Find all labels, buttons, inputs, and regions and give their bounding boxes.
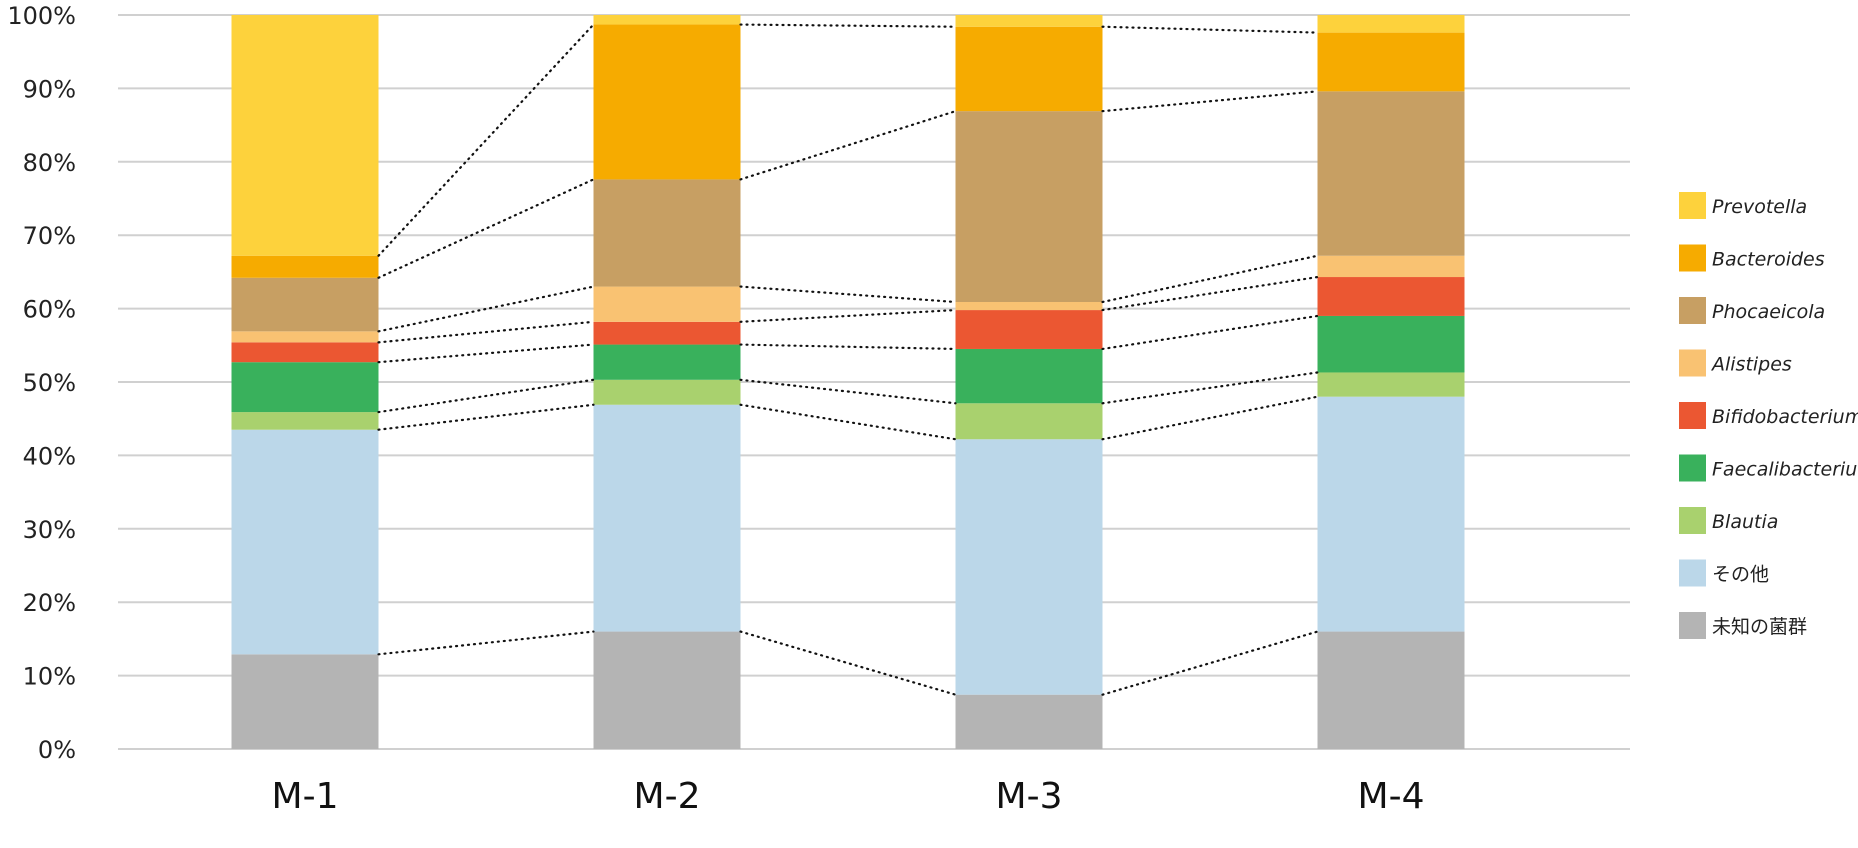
bar-segment [955,301,1103,311]
legend-label: Alistipes [1710,354,1792,376]
bar-segment [1317,32,1465,92]
bar-segment [955,26,1103,112]
y-tick-label: 60% [23,296,76,324]
x-tick-label: M-2 [634,776,701,817]
connector-line [739,110,957,181]
connector-line [739,378,957,405]
legend-label: Bifidobacterium [1712,406,1858,428]
bar-segment [593,321,741,345]
bar-segment [231,362,379,413]
bar-segment [955,310,1103,349]
bar-segment [1317,91,1465,256]
bar-segment [593,631,741,749]
connector-line [739,23,957,28]
bar-segment [231,342,379,363]
legend-swatch [1679,559,1706,587]
bar-segment [231,277,379,332]
y-tick-label: 90% [23,75,76,103]
bar-segment [1317,15,1465,33]
x-tick-label: M-4 [1358,776,1425,817]
legend: Prevotella Bacteroides Phocaeicola Alistipe… [1679,192,1858,639]
connector-line [377,343,595,364]
y-tick-label: 80% [23,149,76,177]
bar-segment [593,15,741,25]
legend-label: Prevotella [1712,196,1807,218]
bar-segment [231,331,379,343]
connector-line [739,403,957,441]
connector-line [1101,314,1319,351]
legend-label: 未知の菌群 [1712,616,1807,638]
connector-line [739,343,957,351]
bar-segment [955,403,1103,440]
bar-segment [593,404,741,632]
legend-swatch [1679,192,1706,219]
y-tick-label: 40% [23,442,76,470]
bar-segment [1317,631,1465,749]
bar-segment [955,439,1103,695]
legend-swatch [1679,349,1706,377]
connector-line [1101,395,1319,441]
legend-swatch [1679,402,1706,429]
legend-label: Phocaeicola [1712,301,1825,323]
bar-segment [955,348,1103,404]
connector-line [377,378,595,414]
legend-label: Bacteroides [1712,249,1825,271]
connector-line [377,23,595,257]
legend-label: Blautia [1712,511,1778,533]
bar-segment [955,694,1103,749]
legend-swatch [1679,244,1706,272]
y-tick-label: 100% [7,2,76,30]
bar-segment [231,412,379,430]
connector-line [377,320,595,344]
bar-segment [231,255,379,278]
connector-line [1101,630,1319,696]
legend-label: Faecalibacterium [1712,459,1858,481]
connector-line [1101,254,1319,304]
connector-line [1101,371,1319,405]
connector-line [377,178,595,279]
connector-line [377,403,595,431]
bar-segment [955,15,1103,27]
connector-line [739,285,957,304]
y-axis: 0% 10% 20% 30% 40% 50% 60% 70% 80% 90% 100% [7,2,76,764]
bar-segment [593,286,741,322]
x-tick-label: M-3 [996,776,1063,817]
bar-segment [1317,396,1465,632]
legend-swatch [1679,454,1706,482]
bar-segment [955,111,1103,302]
bar-segment [1317,277,1465,316]
bar-segment [593,344,741,380]
y-tick-label: 50% [23,369,76,397]
bar-segment [231,429,379,655]
legend-label: その他 [1712,564,1769,586]
connector-line [1101,25,1319,34]
bar-stacks [231,15,1465,749]
x-axis: M-1 M-2 M-3 M-4 [272,776,1425,817]
y-tick-label: 10% [23,663,76,691]
y-tick-label: 20% [23,589,76,617]
y-tick-label: 70% [23,222,76,250]
y-tick-label: 30% [23,516,76,544]
bar-segment [1317,315,1465,373]
bar-segment [1317,255,1465,278]
y-tick-label: 0% [38,736,76,764]
connector-line [1101,90,1319,113]
legend-swatch [1679,297,1706,324]
bar-segment [1317,372,1465,397]
x-tick-label: M-1 [272,776,339,817]
connector-line [739,630,957,696]
connector-line [739,308,957,323]
connector-line [1101,275,1319,312]
bar-segment [231,654,379,749]
legend-swatch [1679,612,1706,639]
connector-line [377,285,595,333]
dotted-connectors [377,23,1319,696]
bar-segment [231,15,379,256]
legend-swatch [1679,507,1706,534]
bar-segment [593,179,741,287]
bar-segment [593,379,741,405]
connector-line [377,630,595,656]
bar-segment [593,24,741,180]
